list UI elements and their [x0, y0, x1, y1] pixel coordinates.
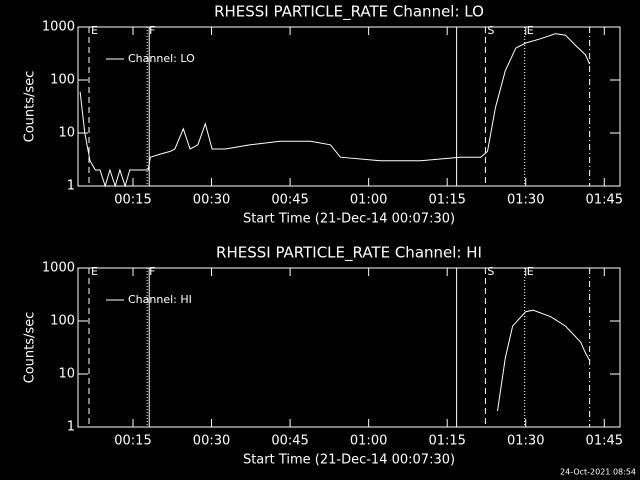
y-tick-label: 10 — [58, 367, 75, 382]
marker-label: F — [149, 24, 155, 37]
legend-label: Channel: HI — [128, 293, 192, 306]
plot-frame — [77, 26, 621, 187]
x-tick-label: 00:15 — [114, 434, 151, 449]
x-tick-label: 01:45 — [586, 434, 623, 449]
marker-label: E — [527, 265, 534, 278]
y-axis-label: Counts/sec — [23, 71, 38, 143]
x-tick-label: 01:00 — [350, 434, 387, 449]
x-tick-label: 00:45 — [271, 193, 308, 208]
y-tick-label: 1 — [67, 420, 75, 435]
marker-label: E — [91, 265, 98, 278]
data-line — [79, 33, 591, 188]
legend-label: Channel: LO — [128, 52, 195, 65]
x-tick-label: 00:15 — [114, 193, 151, 208]
marker-label: F — [149, 265, 155, 278]
x-tick-label: 01:15 — [428, 434, 465, 449]
x-tick-label: 01:30 — [507, 434, 544, 449]
x-tick-label: 00:30 — [193, 193, 230, 208]
marker-label: S — [487, 24, 494, 37]
x-tick-label: 00:30 — [193, 434, 230, 449]
x-tick-label: 01:45 — [586, 193, 623, 208]
y-tick-label: 100 — [50, 73, 75, 88]
marker-label: S — [487, 265, 494, 278]
x-tick-label: 01:15 — [428, 193, 465, 208]
x-axis-label: Start Time (21-Dec-14 00:07:30) — [243, 212, 455, 227]
y-tick-label: 10 — [58, 126, 75, 141]
x-tick-label: 01:30 — [507, 193, 544, 208]
y-tick-label: 1 — [67, 179, 75, 194]
marker-label: E — [91, 24, 98, 37]
footer: 24-Oct-2021 08:54 — [560, 468, 636, 477]
y-tick-label: 1000 — [42, 261, 75, 276]
chart-title: RHESSI PARTICLE_RATE Channel: LO — [214, 3, 484, 22]
data-line — [497, 309, 591, 412]
y-tick-label: 1000 — [42, 20, 75, 35]
plot-frame — [77, 267, 621, 428]
x-tick-label: 01:00 — [350, 193, 387, 208]
chart-title: RHESSI PARTICLE_RATE Channel: HI — [216, 244, 482, 263]
x-tick-label: 00:45 — [271, 434, 308, 449]
y-axis-label: Counts/sec — [23, 312, 38, 384]
y-tick-label: 100 — [50, 314, 75, 329]
marker-label: E — [527, 24, 534, 37]
x-axis-label: Start Time (21-Dec-14 00:07:30) — [243, 453, 455, 468]
